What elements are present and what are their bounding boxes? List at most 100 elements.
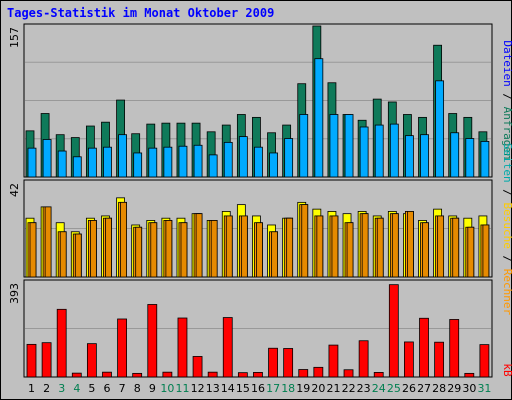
bar-rechner [29,222,37,278]
bar-dateien [57,150,67,178]
bar-dateien [389,123,399,178]
bar-rechner [105,217,112,278]
bar-dateien [254,146,263,178]
day-label: 30 [462,382,476,395]
day-label: 8 [134,382,141,395]
bar-dateien [193,144,203,178]
bar-rechner [59,231,67,278]
bar-kb [26,343,37,378]
bar-rechner [361,213,369,278]
bar-rechner [422,222,429,278]
bar-dateien [405,135,414,178]
day-label: 25 [387,382,401,395]
bar-dateien [420,134,429,178]
legend-slash: / [501,87,512,107]
bar-dateien [359,126,369,178]
day-label: 7 [119,382,126,395]
day-label: 24 [372,382,386,395]
day-label: 13 [206,382,220,395]
bar-dateien [223,141,233,178]
bar-kb [283,348,294,378]
bar-kb [192,356,203,378]
bar-dateien [133,152,143,178]
bar-kb [373,372,384,378]
bar-rechner [467,226,475,278]
bar-dateien [148,147,158,178]
day-label: 5 [88,382,95,395]
bar-kb [268,347,278,378]
bar-kb [132,372,143,378]
y-max-label: 393 [8,283,21,304]
bar-kb [41,342,52,378]
legend-slash: / [501,249,512,269]
bar-dateien [299,114,309,178]
day-label: 26 [402,382,416,395]
bar-dateien [374,124,384,178]
bar-rechner [286,217,294,278]
legend-dateien: Dateien [501,40,512,86]
day-label: 29 [447,382,461,395]
bar-dateien [178,145,188,178]
day-label: 18 [281,382,295,395]
bar-rechner [135,226,143,278]
bar-kb [162,371,173,378]
bar-rechner [256,222,263,278]
day-label: 4 [73,382,80,395]
bar-kb [177,317,188,378]
day-label: 22 [342,382,356,395]
bar-kb [479,344,490,378]
legend-slash: / [501,183,512,203]
day-label: 17 [266,382,280,395]
bar-rechner [331,215,339,278]
bar-kb [358,340,369,378]
bar-kb [464,372,475,378]
y-max-label: 157 [8,27,21,48]
legend-bottom: kB [501,363,512,377]
bar-dateien [163,146,173,178]
bar-kb [71,372,82,378]
bar-kb [343,369,354,378]
bar-kb [222,317,233,378]
bar-dateien [87,147,97,178]
legend-anfragen: Anfragen [501,107,512,160]
bar-rechner [240,215,248,278]
bar-rechner [89,220,97,278]
bar-dateien [118,134,127,178]
day-label: 15 [236,382,250,395]
bar-kb [434,341,445,378]
bar-rechner [120,201,127,278]
bar-kb [207,371,218,378]
bar-kb [298,369,309,378]
legend-besuche: Besuche [501,203,512,249]
bar-dateien [314,58,324,178]
bar-kb [419,317,429,378]
bar-rechner [74,233,82,278]
bar-dateien [238,136,248,178]
bar-dateien [465,138,475,178]
day-label: 10 [160,382,174,395]
bar-rechner [44,206,52,278]
day-label: 11 [176,382,190,395]
bar-rechner [225,215,233,278]
bar-rechner [437,215,445,278]
bar-dateien [269,152,278,178]
bar-kb [404,341,414,378]
day-label: 19 [296,382,310,395]
bar-rechner [316,215,324,278]
bar-rechner [301,204,309,278]
bar-dateien [435,80,445,178]
bar-rechner [165,220,173,278]
bar-dateien [103,146,112,178]
day-label: 6 [104,382,111,395]
bar-kb [86,343,97,378]
bar-dateien [480,141,490,178]
bar-rechner [150,222,158,278]
day-label: 1 [28,382,35,395]
bar-rechner [407,211,414,278]
day-label: 21 [326,382,340,395]
day-label: 14 [221,382,235,395]
day-label: 16 [251,382,265,395]
bar-kb [147,304,158,378]
y-max-label: 42 [8,183,21,197]
